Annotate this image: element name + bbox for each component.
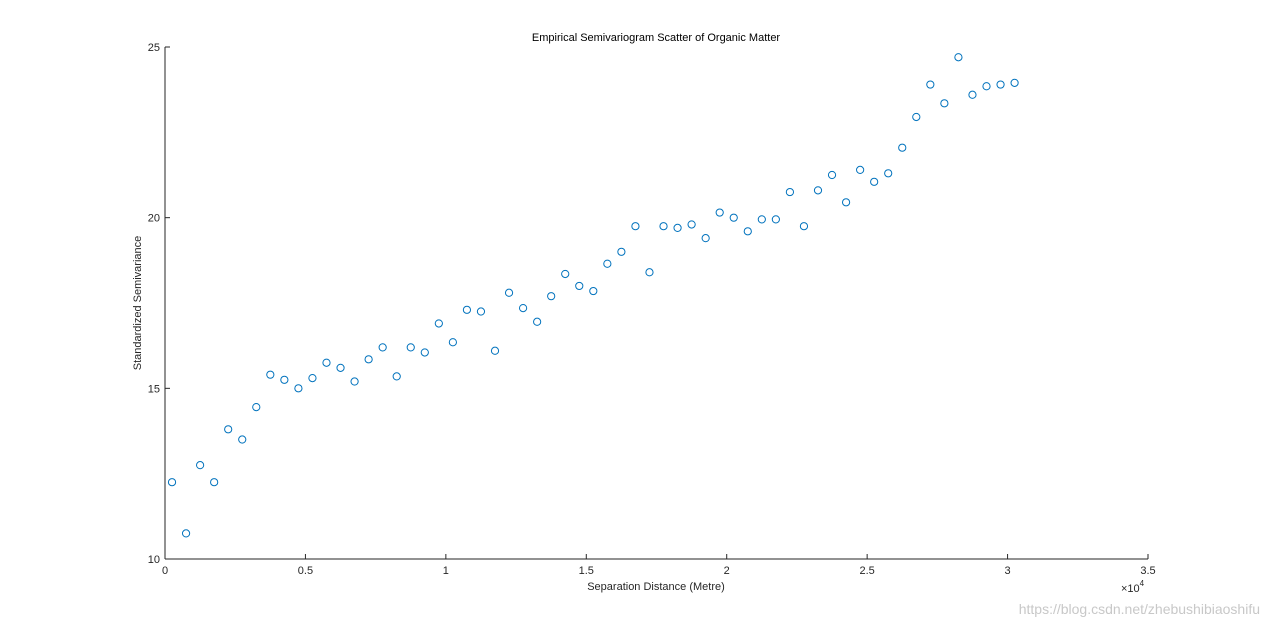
data-point bbox=[280, 375, 289, 384]
data-point bbox=[476, 307, 486, 316]
data-point bbox=[729, 213, 738, 222]
data-point bbox=[224, 425, 233, 434]
data-point bbox=[856, 165, 865, 174]
data-point bbox=[771, 215, 780, 224]
data-point bbox=[504, 288, 514, 297]
data-point bbox=[167, 478, 177, 487]
data-point bbox=[462, 305, 472, 314]
x-tick-label: 2 bbox=[724, 565, 730, 577]
data-point bbox=[631, 222, 640, 231]
data-point bbox=[813, 186, 823, 195]
data-point bbox=[659, 222, 668, 231]
data-point bbox=[926, 80, 935, 89]
data-point bbox=[870, 177, 879, 186]
y-tick-label: 25 bbox=[148, 42, 160, 54]
x-tick-label: 0.5 bbox=[298, 565, 313, 577]
x-tick-label: 1.5 bbox=[579, 565, 594, 577]
data-point bbox=[490, 346, 500, 355]
data-point bbox=[448, 338, 457, 347]
data-point bbox=[785, 187, 795, 197]
data-point bbox=[364, 355, 373, 364]
x-tick-label: 0 bbox=[162, 565, 168, 577]
data-point bbox=[350, 377, 359, 386]
x-axis-ticks: 0 0.5 1 1.5 2 2.5 3 3.5 bbox=[162, 554, 1156, 577]
x-exponent-base: ×10 bbox=[1121, 583, 1140, 595]
data-point bbox=[940, 99, 949, 108]
data-point bbox=[898, 143, 907, 152]
data-point bbox=[406, 343, 415, 352]
chart-title: Empirical Semivariogram Scatter of Organ… bbox=[532, 32, 781, 44]
data-point bbox=[912, 112, 921, 122]
data-point bbox=[617, 247, 626, 256]
data-point bbox=[308, 373, 317, 383]
data-point bbox=[392, 372, 401, 381]
data-point bbox=[589, 286, 598, 296]
data-point bbox=[547, 292, 556, 301]
data-point bbox=[533, 317, 542, 326]
data-point bbox=[673, 223, 682, 233]
data-point bbox=[884, 169, 893, 178]
data-point bbox=[1010, 78, 1019, 87]
data-point bbox=[701, 234, 710, 243]
data-point bbox=[715, 208, 724, 217]
data-point bbox=[561, 269, 570, 279]
data-point bbox=[336, 363, 345, 372]
data-point bbox=[757, 215, 766, 224]
data-point bbox=[322, 358, 331, 367]
y-tick-label: 10 bbox=[148, 554, 160, 566]
data-point bbox=[378, 343, 387, 352]
data-point bbox=[954, 53, 963, 62]
x-tick-label: 3.5 bbox=[1140, 565, 1155, 577]
x-exponent-power: 4 bbox=[1140, 579, 1145, 588]
x-tick-label: 2.5 bbox=[859, 565, 874, 577]
data-point bbox=[434, 319, 443, 328]
data-point bbox=[743, 227, 752, 236]
data-point bbox=[294, 384, 303, 393]
data-point bbox=[827, 170, 837, 180]
data-point bbox=[266, 370, 275, 379]
data-point bbox=[982, 82, 991, 91]
data-point bbox=[238, 435, 247, 444]
watermark: https://blog.csdn.net/zhebushibiaoshifu bbox=[1019, 601, 1260, 617]
x-axis-label: Separation Distance (Metre) bbox=[587, 581, 725, 593]
data-point bbox=[968, 90, 977, 99]
data-point bbox=[420, 348, 429, 357]
x-exponent-label: ×104 bbox=[1121, 579, 1145, 595]
x-tick-label: 3 bbox=[1005, 565, 1011, 577]
y-tick-label: 15 bbox=[148, 383, 160, 395]
y-axis-label: Standardized Semivariance bbox=[132, 236, 144, 371]
data-point bbox=[603, 259, 612, 268]
data-point bbox=[181, 529, 191, 538]
x-tick-label: 1 bbox=[443, 565, 449, 577]
data-point bbox=[645, 268, 654, 277]
data-point bbox=[252, 403, 261, 412]
data-point bbox=[575, 281, 584, 291]
data-points bbox=[167, 53, 1019, 538]
data-point bbox=[210, 478, 219, 487]
data-point bbox=[799, 222, 809, 231]
data-point bbox=[196, 461, 205, 470]
data-point bbox=[518, 304, 528, 313]
y-axis-ticks: 10 15 20 25 bbox=[148, 42, 170, 566]
y-tick-label: 20 bbox=[148, 213, 160, 225]
data-point bbox=[687, 220, 696, 229]
data-point bbox=[841, 198, 851, 207]
data-point bbox=[996, 80, 1005, 89]
